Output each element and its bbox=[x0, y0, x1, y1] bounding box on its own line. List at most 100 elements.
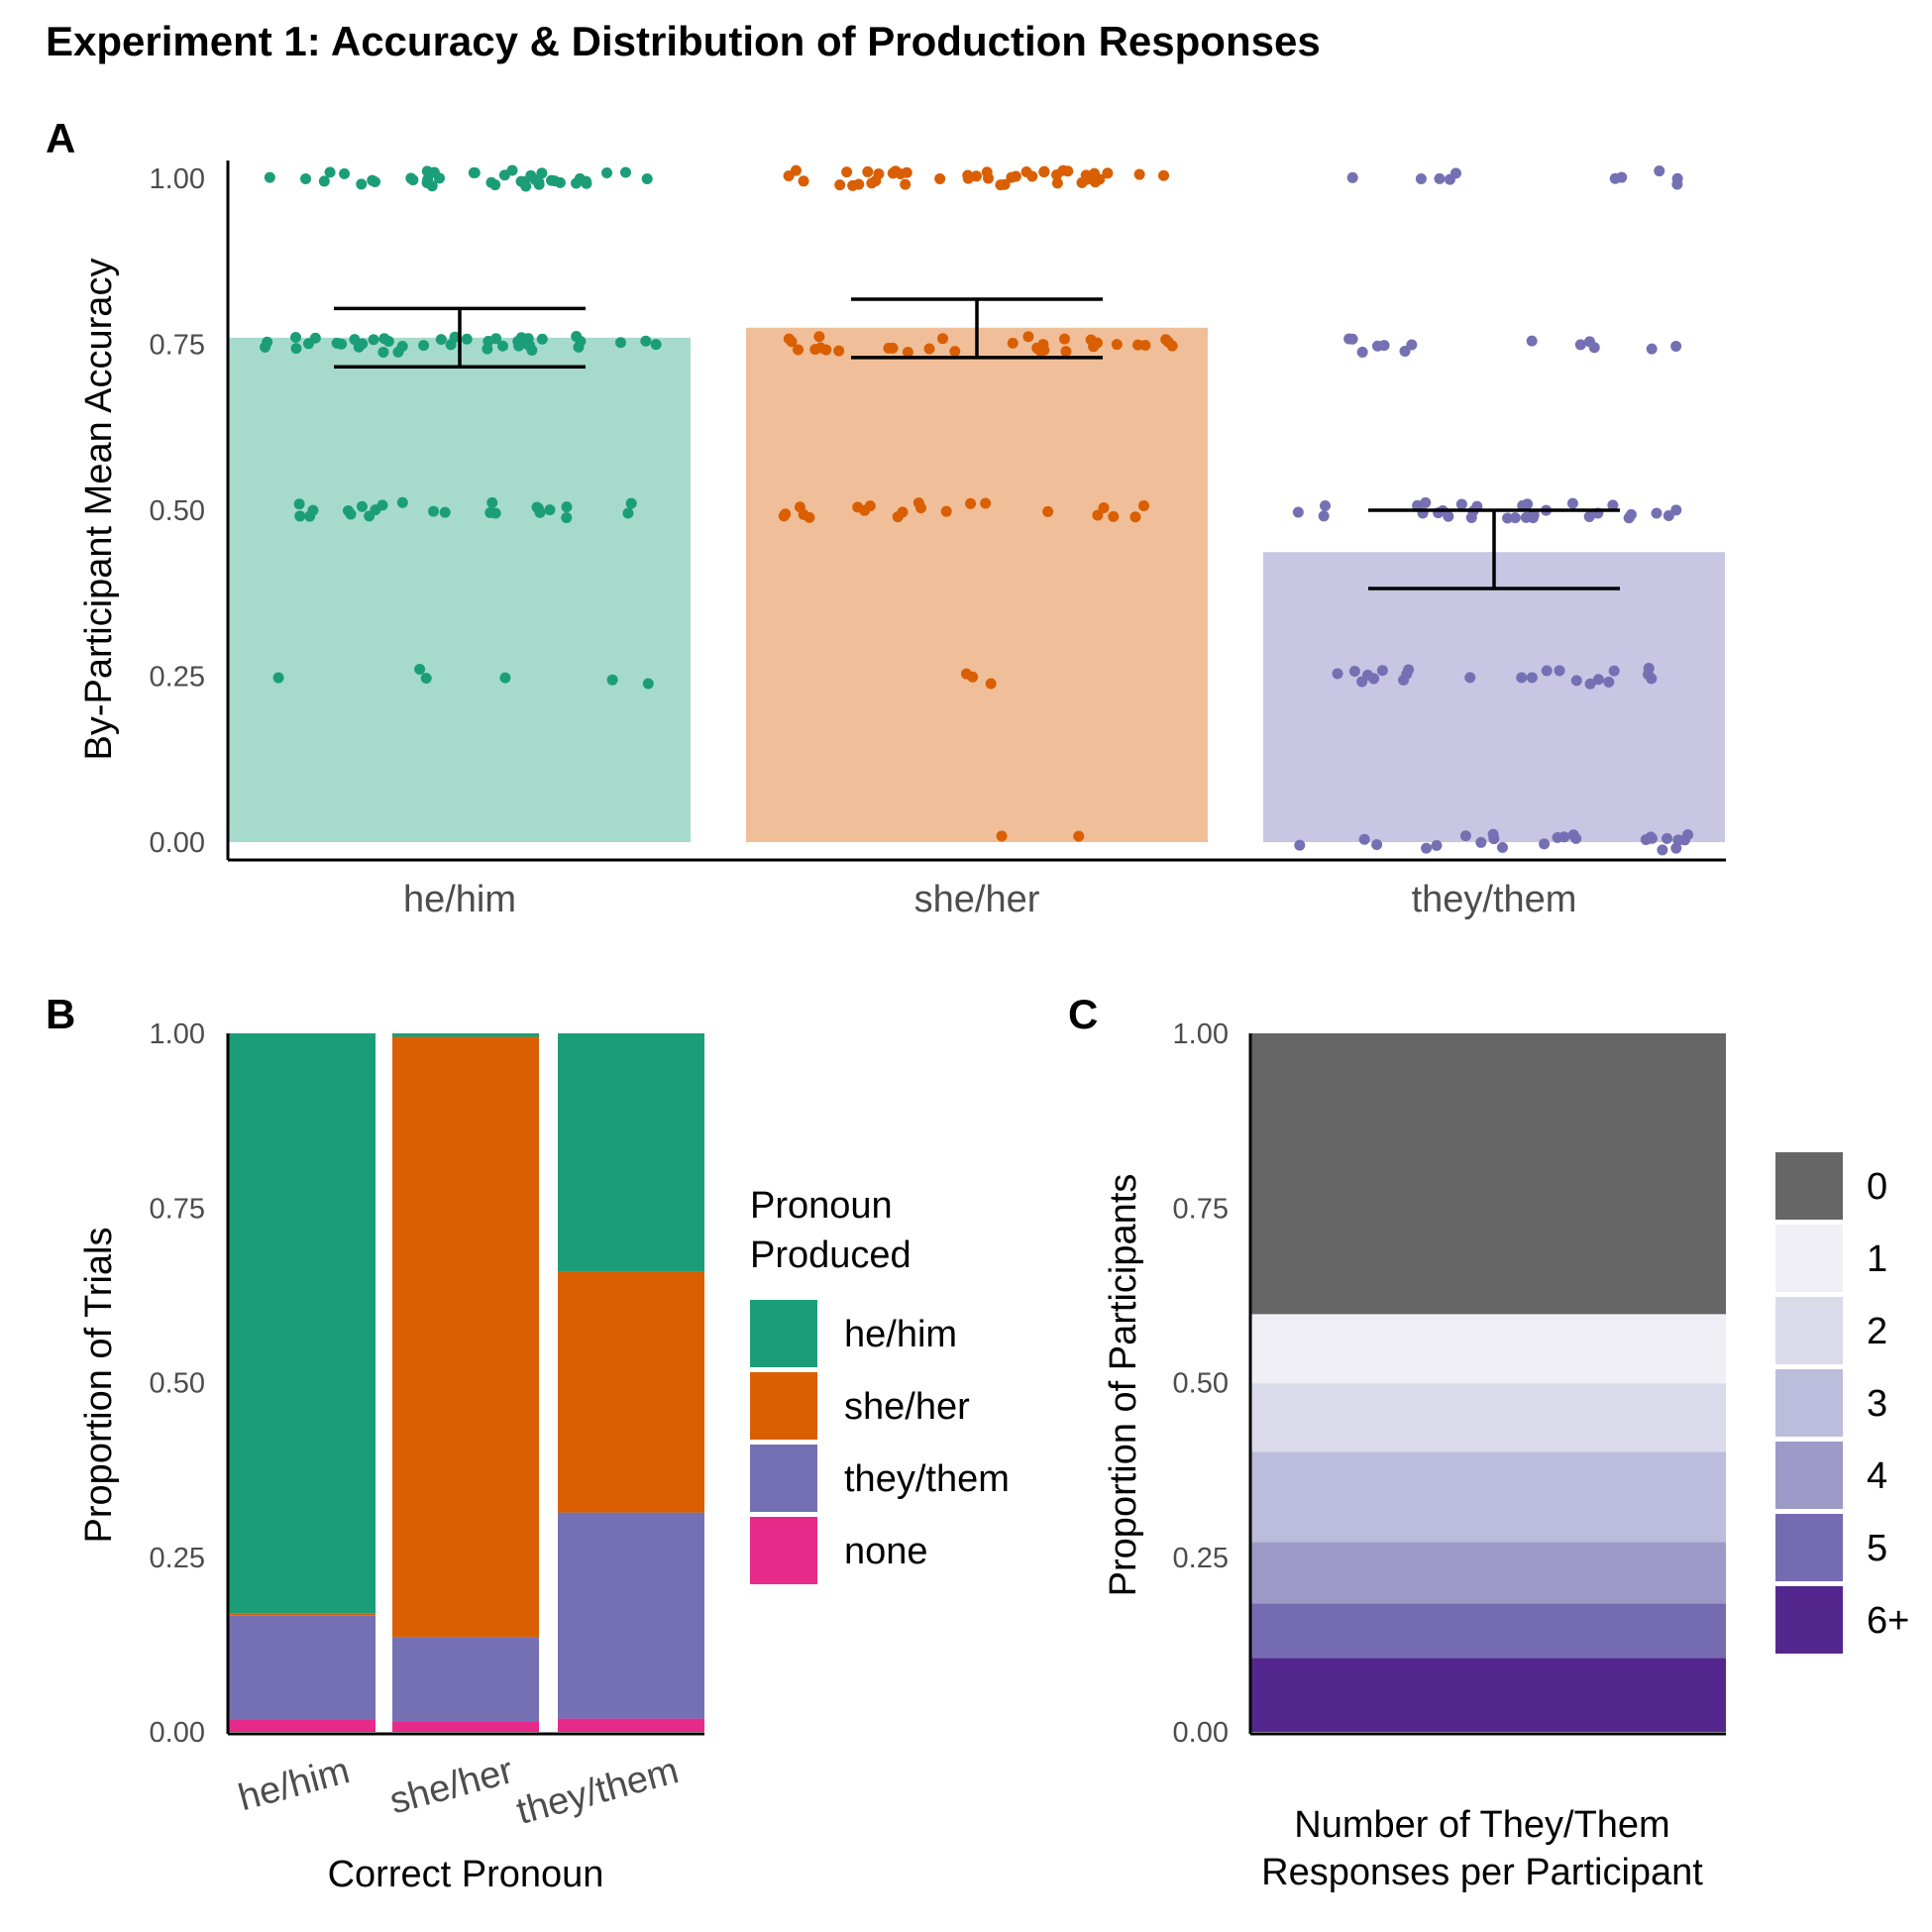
point-they-them bbox=[1643, 662, 1655, 674]
point-he-him bbox=[515, 332, 527, 344]
point-they-them bbox=[1516, 672, 1528, 684]
segment-1 bbox=[1250, 1314, 1726, 1384]
point-they-them bbox=[1592, 674, 1604, 686]
point-she-her bbox=[813, 331, 825, 343]
panel-c-y-axis-title: Proportion of Participants bbox=[1103, 1174, 1144, 1597]
point-they-them bbox=[1496, 841, 1508, 853]
panel-b-y-axis-title: Proportion of Trials bbox=[78, 1228, 120, 1544]
point-they-them bbox=[1444, 173, 1455, 185]
point-she-her bbox=[923, 343, 935, 355]
point-he-him bbox=[544, 504, 556, 516]
y-tick-label: 0.50 bbox=[1173, 1368, 1229, 1400]
panel-a-bars bbox=[229, 327, 1725, 842]
bar-she-her bbox=[746, 327, 1208, 842]
point-he-him bbox=[561, 512, 573, 524]
panel-a-y-axis-title: By-Participant Mean Accuracy bbox=[78, 259, 120, 761]
point-they-them bbox=[1539, 838, 1551, 850]
legend-label-1: 1 bbox=[1867, 1238, 1887, 1280]
point-they-them bbox=[1552, 831, 1563, 843]
point-she-her bbox=[902, 346, 913, 358]
point-he-him bbox=[290, 343, 302, 355]
point-he-him bbox=[428, 505, 440, 517]
point-they-them bbox=[1607, 499, 1619, 511]
point-they-them bbox=[1584, 678, 1596, 690]
segment-she-her-none bbox=[392, 1721, 539, 1732]
point-he-him bbox=[331, 337, 343, 349]
point-he-him bbox=[260, 341, 271, 353]
panel-b-label: B bbox=[46, 991, 75, 1037]
point-they-them bbox=[1651, 507, 1663, 519]
point-she-her bbox=[970, 170, 982, 182]
segment-5 bbox=[1250, 1603, 1726, 1659]
point-she-her bbox=[965, 497, 977, 509]
point-they-them bbox=[1455, 498, 1467, 510]
point-they-them bbox=[1318, 510, 1330, 522]
point-he-him bbox=[619, 166, 631, 178]
point-he-him bbox=[421, 165, 433, 177]
point-he-him bbox=[461, 333, 473, 345]
point-he-him bbox=[573, 341, 585, 353]
point-he-him bbox=[272, 672, 284, 684]
point-he-him bbox=[574, 172, 586, 184]
point-he-him bbox=[356, 178, 368, 190]
y-tick-label: 1.00 bbox=[150, 1019, 205, 1050]
point-they-them bbox=[1371, 838, 1383, 850]
point-they-them bbox=[1294, 839, 1306, 851]
point-he-him bbox=[532, 502, 544, 514]
point-they-them bbox=[1574, 339, 1586, 351]
segment-2 bbox=[1250, 1383, 1726, 1452]
point-they-them bbox=[1670, 340, 1682, 352]
point-they-them bbox=[1431, 839, 1443, 851]
point-she-her bbox=[841, 166, 853, 178]
point-she-her bbox=[1108, 510, 1120, 522]
point-she-her bbox=[1138, 499, 1149, 511]
point-they-them bbox=[1583, 336, 1595, 348]
panel-c-label: C bbox=[1068, 991, 1098, 1037]
point-she-her bbox=[900, 178, 912, 190]
point-he-him bbox=[554, 176, 566, 188]
point-he-him bbox=[289, 332, 301, 344]
panel-c-x-axis-title-line-2: Responses per Participant bbox=[1261, 1852, 1703, 1893]
x-tick-label: she/her bbox=[914, 879, 1040, 920]
panel-a-axes: 0.00 0.25 0.50 0.75 1.00 he/him she/her they/th… bbox=[150, 161, 1726, 920]
y-tick-label: 0.75 bbox=[150, 1193, 205, 1225]
segment-she-her-they-them bbox=[392, 1637, 539, 1722]
legend-key-none bbox=[750, 1517, 817, 1584]
point-he-him bbox=[498, 169, 510, 181]
point-she-her bbox=[780, 508, 792, 520]
point-she-her bbox=[1059, 333, 1071, 345]
legend-label-2: 2 bbox=[1867, 1311, 1887, 1352]
point-she-her bbox=[866, 177, 878, 189]
point-he-him bbox=[324, 166, 336, 178]
point-they-them bbox=[1475, 836, 1487, 848]
point-he-him bbox=[309, 332, 321, 344]
x-tick-label: he/him bbox=[234, 1750, 354, 1819]
legend-key-1 bbox=[1775, 1225, 1843, 1292]
panel-a: A 0.00 0.25 0.50 0.75 1.00 he/him she/her they/… bbox=[46, 115, 1726, 920]
point-he-him bbox=[294, 510, 306, 522]
segment-they-them-he-him bbox=[558, 1033, 704, 1272]
point-he-him bbox=[650, 339, 662, 351]
point-he-him bbox=[435, 334, 447, 346]
point-she-her bbox=[1051, 177, 1063, 189]
point-they-them bbox=[1566, 497, 1578, 509]
point-he-him bbox=[396, 496, 408, 508]
y-tick-label: 1.00 bbox=[150, 163, 205, 195]
point-they-them bbox=[1608, 665, 1620, 677]
point-they-them bbox=[1356, 346, 1368, 358]
point-they-them bbox=[1625, 508, 1637, 520]
point-they-them bbox=[1657, 844, 1668, 856]
point-he-him bbox=[536, 333, 548, 345]
legend-key-0 bbox=[1775, 1152, 1843, 1220]
point-he-him bbox=[469, 166, 481, 178]
point-he-him bbox=[486, 496, 498, 508]
y-tick-label: 0.50 bbox=[150, 1368, 205, 1400]
point-she-her bbox=[1038, 165, 1050, 177]
point-he-him bbox=[518, 175, 530, 187]
point-he-him bbox=[606, 674, 618, 686]
legend-label-she-her: she/her bbox=[844, 1386, 970, 1428]
point-she-her bbox=[798, 508, 809, 520]
point-she-her bbox=[985, 678, 997, 690]
point-he-him bbox=[420, 672, 432, 684]
figure-title: Experiment 1: Accuracy & Distribution of… bbox=[46, 18, 1321, 64]
